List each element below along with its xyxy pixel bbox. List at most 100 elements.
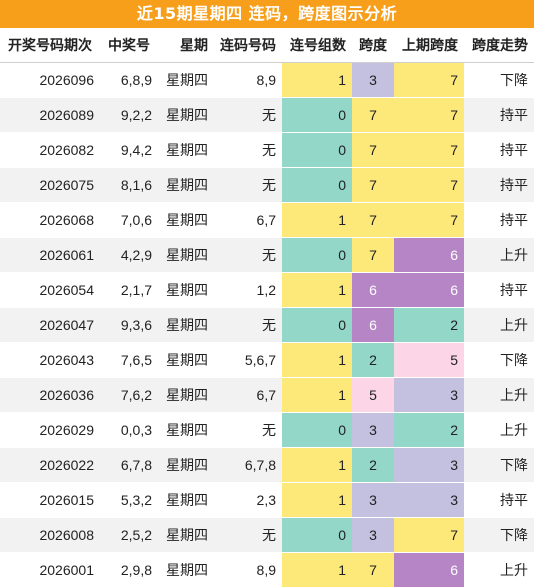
span-cell: 7 bbox=[352, 97, 394, 133]
consecutive-numbers-cell: 8,9 bbox=[214, 552, 282, 588]
span-trend-cell: 持平 bbox=[464, 97, 534, 133]
table-row: 2026075 8,1,6 星期四无 0 7 7 持平 bbox=[0, 167, 534, 203]
span-cell: 5 bbox=[352, 377, 394, 413]
weekday-cell: 星期四 bbox=[158, 132, 214, 168]
span-trend-cell: 上升 bbox=[464, 377, 534, 413]
span-trend-cell: 持平 bbox=[464, 272, 534, 308]
prev-span-cell: 2 bbox=[394, 307, 464, 343]
period-cell: 2026008 bbox=[0, 517, 100, 553]
span-cell: 7 bbox=[352, 552, 394, 588]
span-trend-cell: 下降 bbox=[464, 62, 534, 98]
prev-span-cell: 3 bbox=[394, 377, 464, 413]
consecutive-groups-cell: 0 bbox=[282, 307, 352, 343]
consecutive-numbers-cell: 无 bbox=[214, 97, 282, 133]
consecutive-groups-cell: 0 bbox=[282, 132, 352, 168]
header-period: 开奖号码期次 bbox=[0, 28, 100, 63]
span-trend-cell: 持平 bbox=[464, 202, 534, 238]
table-row: 2026047 9,3,6 星期四无 0 6 2 上升 bbox=[0, 307, 534, 343]
period-cell: 2026082 bbox=[0, 132, 100, 168]
header-prev-span: 上期跨度 bbox=[394, 28, 464, 63]
prev-span-cell: 6 bbox=[394, 237, 464, 273]
span-trend-cell: 持平 bbox=[464, 167, 534, 203]
span-cell: 6 bbox=[352, 272, 394, 308]
period-cell: 2026029 bbox=[0, 412, 100, 448]
table-row: 2026036 7,6,2 星期四 6,7 1 5 3 上升 bbox=[0, 377, 534, 413]
span-cell: 3 bbox=[352, 517, 394, 553]
weekday-cell: 星期四 bbox=[158, 272, 214, 308]
period-cell: 2026036 bbox=[0, 377, 100, 413]
table-row: 2026096 6,8,9 星期四 8,9 1 3 7 下降 bbox=[0, 62, 534, 98]
prev-span-cell: 7 bbox=[394, 202, 464, 238]
consecutive-numbers-cell: 无 bbox=[214, 132, 282, 168]
period-cell: 2026054 bbox=[0, 272, 100, 308]
period-cell: 2026068 bbox=[0, 202, 100, 238]
consecutive-numbers-cell: 无 bbox=[214, 237, 282, 273]
winning-numbers-cell: 5,3,2 bbox=[100, 482, 158, 518]
span-trend-cell: 上升 bbox=[464, 237, 534, 273]
consecutive-numbers-cell: 8,9 bbox=[214, 62, 282, 98]
span-cell: 3 bbox=[352, 482, 394, 518]
consecutive-numbers-cell: 6,7 bbox=[214, 202, 282, 238]
span-trend-cell: 上升 bbox=[464, 307, 534, 343]
consecutive-numbers-cell: 无 bbox=[214, 412, 282, 448]
header-winning-numbers: 中奖号 bbox=[100, 28, 158, 63]
weekday-cell: 星期四 bbox=[158, 62, 214, 98]
header-span-trend: 跨度走势 bbox=[464, 28, 534, 63]
winning-numbers-cell: 7,0,6 bbox=[100, 202, 158, 238]
prev-span-cell: 3 bbox=[394, 482, 464, 518]
span-analysis-table: 开奖号码期次 中奖号 星期 连码号码 连号组数 跨度 上期跨度 跨度走势 202… bbox=[0, 28, 534, 588]
header-weekday: 星期 bbox=[158, 28, 214, 63]
consecutive-groups-cell: 1 bbox=[282, 202, 352, 238]
winning-numbers-cell: 2,1,7 bbox=[100, 272, 158, 308]
winning-numbers-cell: 9,3,6 bbox=[100, 307, 158, 343]
consecutive-numbers-cell: 无 bbox=[214, 167, 282, 203]
table-row: 2026068 7,0,6 星期四 6,7 1 7 7 持平 bbox=[0, 202, 534, 238]
winning-numbers-cell: 7,6,5 bbox=[100, 342, 158, 378]
consecutive-groups-cell: 1 bbox=[282, 552, 352, 588]
consecutive-numbers-cell: 6,7,8 bbox=[214, 447, 282, 483]
span-trend-cell: 持平 bbox=[464, 482, 534, 518]
period-cell: 2026043 bbox=[0, 342, 100, 378]
weekday-cell: 星期四 bbox=[158, 342, 214, 378]
winning-numbers-cell: 8,1,6 bbox=[100, 167, 158, 203]
prev-span-cell: 5 bbox=[394, 342, 464, 378]
winning-numbers-cell: 6,7,8 bbox=[100, 447, 158, 483]
table-row: 2026008 2,5,2 星期四无 0 3 7 下降 bbox=[0, 517, 534, 553]
prev-span-cell: 7 bbox=[394, 62, 464, 98]
consecutive-numbers-cell: 5,6,7 bbox=[214, 342, 282, 378]
prev-span-cell: 7 bbox=[394, 132, 464, 168]
weekday-cell: 星期四 bbox=[158, 517, 214, 553]
consecutive-groups-cell: 0 bbox=[282, 97, 352, 133]
consecutive-numbers-cell: 无 bbox=[214, 307, 282, 343]
span-cell: 3 bbox=[352, 412, 394, 448]
consecutive-numbers-cell: 6,7 bbox=[214, 377, 282, 413]
winning-numbers-cell: 0,0,3 bbox=[100, 412, 158, 448]
span-cell: 6 bbox=[352, 307, 394, 343]
winning-numbers-cell: 9,2,2 bbox=[100, 97, 158, 133]
header-span: 跨度 bbox=[352, 28, 394, 63]
span-trend-cell: 上升 bbox=[464, 412, 534, 448]
table-row: 2026001 2,9,8 星期四 8,9 1 7 6 上升 bbox=[0, 552, 534, 588]
header-consecutive-numbers: 连码号码 bbox=[214, 28, 282, 63]
period-cell: 2026015 bbox=[0, 482, 100, 518]
prev-span-cell: 6 bbox=[394, 552, 464, 588]
consecutive-groups-cell: 1 bbox=[282, 447, 352, 483]
weekday-cell: 星期四 bbox=[158, 377, 214, 413]
prev-span-cell: 6 bbox=[394, 272, 464, 308]
header-consecutive-groups: 连号组数 bbox=[282, 28, 352, 63]
period-cell: 2026001 bbox=[0, 552, 100, 588]
weekday-cell: 星期四 bbox=[158, 482, 214, 518]
span-trend-cell: 下降 bbox=[464, 517, 534, 553]
weekday-cell: 星期四 bbox=[158, 237, 214, 273]
page-title: 近15期星期四 连码，跨度图示分析 bbox=[0, 0, 534, 28]
prev-span-cell: 7 bbox=[394, 167, 464, 203]
span-cell: 7 bbox=[352, 132, 394, 168]
consecutive-groups-cell: 1 bbox=[282, 272, 352, 308]
span-cell: 2 bbox=[352, 447, 394, 483]
weekday-cell: 星期四 bbox=[158, 167, 214, 203]
winning-numbers-cell: 4,2,9 bbox=[100, 237, 158, 273]
table-row: 2026022 6,7,8 星期四 6,7,8 1 2 3 下降 bbox=[0, 447, 534, 483]
prev-span-cell: 7 bbox=[394, 517, 464, 553]
span-cell: 7 bbox=[352, 167, 394, 203]
winning-numbers-cell: 2,5,2 bbox=[100, 517, 158, 553]
